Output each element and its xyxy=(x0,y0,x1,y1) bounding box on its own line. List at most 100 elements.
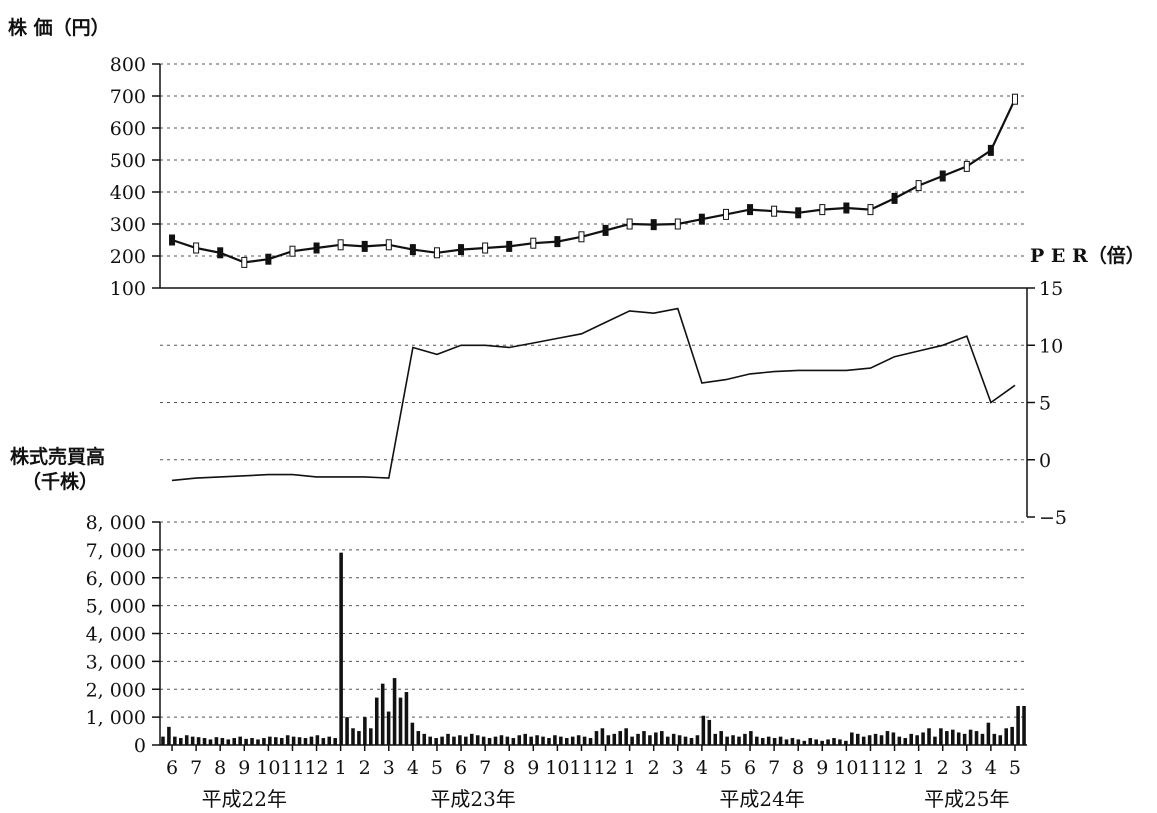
volume-bar xyxy=(208,739,213,745)
volume-bar xyxy=(434,738,438,745)
price-candle xyxy=(433,247,440,259)
price-tick-label: 100 xyxy=(110,278,146,300)
volume-bar xyxy=(327,736,332,745)
per-tick-label: 10 xyxy=(1039,335,1063,357)
volume-bar xyxy=(986,722,991,745)
price-candle xyxy=(722,208,729,220)
volume-bar xyxy=(196,737,201,745)
volume-bar xyxy=(832,738,836,745)
volume-bar xyxy=(392,678,397,745)
price-candle xyxy=(819,204,826,216)
volume-bar xyxy=(582,736,587,745)
volume-bar xyxy=(630,736,634,745)
volume-bar xyxy=(600,728,605,745)
per-axis-title: P E R（倍） xyxy=(1030,244,1145,267)
month-label: 6 xyxy=(455,757,467,779)
volume-bar xyxy=(214,737,219,745)
per-panel: 15 10 5 0 −5 xyxy=(160,278,1067,529)
volume-bar xyxy=(648,735,652,745)
volume-bar xyxy=(725,736,729,745)
volume-bar xyxy=(755,736,759,745)
price-candle xyxy=(674,218,681,230)
month-label: 10 xyxy=(545,757,569,779)
month-label: 10 xyxy=(834,757,858,779)
price-candle xyxy=(554,236,561,248)
volume-bar xyxy=(838,739,842,745)
volume-bar xyxy=(333,738,337,745)
volume-bar xyxy=(612,733,617,745)
month-label: 9 xyxy=(816,757,828,779)
volume-bar xyxy=(553,735,557,745)
volume-bar xyxy=(796,739,801,745)
volume-bar xyxy=(505,736,510,745)
volume-bar xyxy=(760,738,765,745)
volume-tick-label: 4, 000 xyxy=(86,624,146,646)
price-panel: 800 700 600 500 400 300 200 100 xyxy=(110,54,1027,300)
volume-bar xyxy=(749,731,753,745)
per-tick-label: 5 xyxy=(1039,393,1051,415)
volume-bar xyxy=(202,738,207,745)
price-tick-label: 800 xyxy=(110,54,146,76)
volume-bar xyxy=(576,735,581,745)
price-tick-label: 600 xyxy=(110,118,146,140)
month-label: 7 xyxy=(768,757,780,779)
price-candle xyxy=(169,234,176,246)
price-candle xyxy=(458,244,465,256)
volume-bar xyxy=(861,736,866,745)
price-axis-title: 株 価（円） xyxy=(8,16,110,39)
month-label: 6 xyxy=(744,757,756,779)
price-candle xyxy=(843,202,850,214)
price-candle xyxy=(891,192,898,204)
volume-bar xyxy=(784,739,789,745)
price-candle xyxy=(578,231,585,243)
price-series-line xyxy=(171,98,1016,264)
volume-bar xyxy=(826,739,830,745)
month-label: 7 xyxy=(479,757,491,779)
volume-bar xyxy=(766,736,771,745)
volume-bar xyxy=(594,731,599,745)
volume-bar xyxy=(529,736,533,745)
volume-bar xyxy=(309,736,314,745)
volume-bar xyxy=(339,552,343,745)
month-label: 2 xyxy=(359,757,371,779)
volume-bar xyxy=(974,731,979,745)
price-candle xyxy=(915,180,922,192)
month-label: 5 xyxy=(720,757,732,779)
month-label: 3 xyxy=(672,757,684,779)
volume-bar xyxy=(606,735,611,745)
volume-bar xyxy=(345,717,349,745)
volume-bar xyxy=(398,697,403,745)
volume-bar xyxy=(570,736,575,745)
month-label: 5 xyxy=(1009,757,1021,779)
volume-bar xyxy=(167,726,171,745)
volume-bar xyxy=(713,733,718,745)
volume-bar xyxy=(535,735,539,745)
volume-bar xyxy=(487,738,492,745)
month-label: 1 xyxy=(624,757,636,779)
month-label: 5 xyxy=(431,757,443,779)
month-label: 12 xyxy=(593,757,617,779)
price-candle xyxy=(482,242,489,254)
price-candle xyxy=(217,247,224,259)
volume-bar xyxy=(517,735,522,745)
volume-bar xyxy=(731,735,735,745)
price-tick-label: 700 xyxy=(110,86,146,108)
era-label: 平成24年 xyxy=(719,787,804,811)
price-candle xyxy=(867,204,874,216)
per-tick-label: 0 xyxy=(1039,450,1051,472)
price-candle xyxy=(241,256,248,268)
month-label: 6 xyxy=(166,757,178,779)
price-candle xyxy=(1011,93,1018,105)
volume-bar xyxy=(968,729,973,745)
price-candle xyxy=(747,204,754,216)
volume-bar xyxy=(802,740,807,745)
month-label: 4 xyxy=(407,757,419,779)
price-candle xyxy=(698,213,705,225)
volume-bar xyxy=(618,731,623,745)
per-tick-label: −5 xyxy=(1039,507,1067,529)
volume-bar xyxy=(493,736,498,745)
volume-bar xyxy=(291,736,296,745)
volume-bar xyxy=(962,733,967,745)
volume-bar xyxy=(808,738,813,745)
